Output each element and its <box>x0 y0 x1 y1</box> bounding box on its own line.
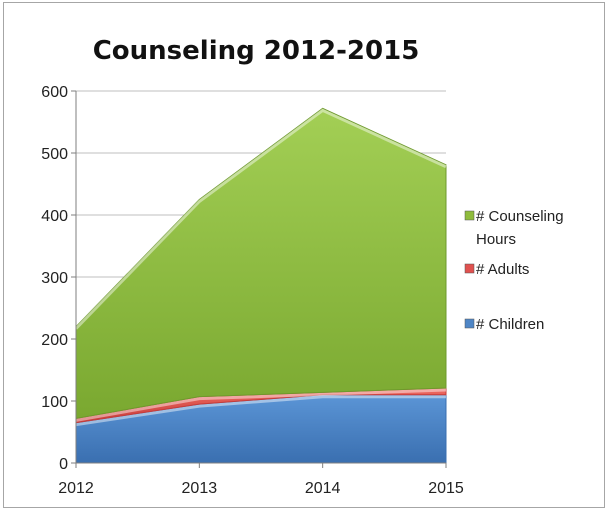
chart-frame: Counseling 2012-2015 0 100 200 300 400 500 600… <box>3 2 605 508</box>
y-tick-label: 0 <box>59 456 68 473</box>
legend-swatch <box>464 318 475 329</box>
legend-swatch <box>464 210 475 221</box>
x-tick-label: 2014 <box>305 480 341 497</box>
area-highlight <box>75 388 447 422</box>
x-tick-label: 2013 <box>182 480 218 497</box>
legend-swatch <box>464 263 475 274</box>
y-tick-label: 500 <box>41 146 68 163</box>
axes: 0 100 200 300 400 500 600 2012 2013 2014 2015 <box>41 84 464 497</box>
area-highlight <box>75 395 446 427</box>
y-tick-label: 200 <box>41 332 68 349</box>
y-tick-label: 600 <box>41 84 68 101</box>
y-tick-label: 400 <box>41 208 68 225</box>
legend-label: # Counseling <box>476 208 564 225</box>
legend-label: Hours <box>476 231 516 248</box>
y-tick-label: 300 <box>41 270 68 287</box>
legend: # Counseling Hours # Adults # Children <box>464 208 564 333</box>
chart-canvas: Counseling 2012-2015 0 100 200 300 400 500 600… <box>41 36 564 497</box>
y-tick-label: 100 <box>41 394 68 411</box>
x-tick-label: 2012 <box>58 480 94 497</box>
area-counseling-hours <box>75 107 447 419</box>
chart-title: Counseling 2012-2015 <box>93 36 420 66</box>
area-highlight <box>74 108 447 330</box>
legend-label: # Adults <box>476 261 529 278</box>
area-series <box>74 107 447 464</box>
legend-label: # Children <box>476 316 544 333</box>
x-tick-label: 2015 <box>428 480 464 497</box>
